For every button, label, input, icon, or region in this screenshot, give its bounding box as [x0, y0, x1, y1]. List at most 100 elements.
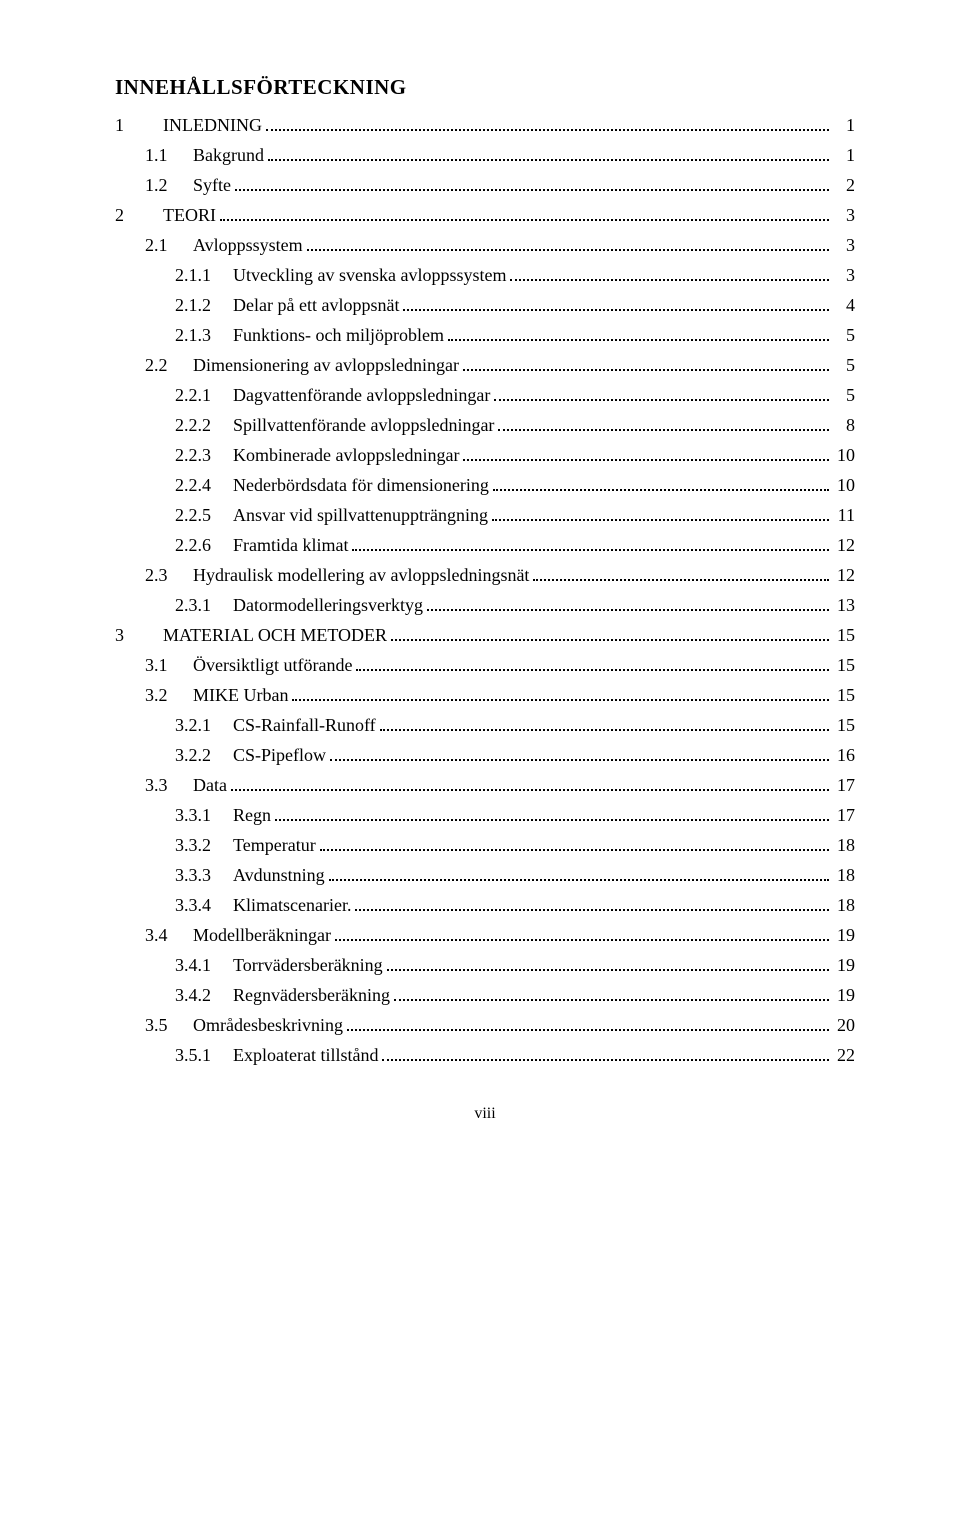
- toc-entry-page: 1: [833, 146, 855, 164]
- toc-entry-page: 3: [833, 266, 855, 284]
- toc-entry: 3.5Områdesbeskrivning20: [115, 1016, 855, 1035]
- toc-entry: 3.4Modellberäkningar19: [115, 926, 855, 945]
- toc-entry: 3.2.2CS-Pipeflow16: [115, 746, 855, 765]
- toc-leader-dots: [494, 388, 829, 402]
- toc-entry-page: 5: [833, 326, 855, 344]
- toc-leader-dots: [352, 538, 829, 552]
- toc-leader-dots: [387, 958, 829, 972]
- toc-entry-number: 3.4.2: [175, 986, 233, 1004]
- toc-entry-label: INLEDNING: [163, 116, 262, 134]
- toc-entry-page: 19: [833, 926, 855, 944]
- toc-entry: 3.2MIKE Urban15: [115, 686, 855, 705]
- toc-leader-dots: [498, 418, 829, 432]
- toc-entry-number: 3.3: [145, 776, 193, 794]
- toc-entry-page: 1: [833, 116, 855, 134]
- toc-entry: 2.2.3Kombinerade avloppsledningar10: [115, 446, 855, 465]
- toc-entry-number: 3.3.1: [175, 806, 233, 824]
- toc-entry-number: 2.1: [145, 236, 193, 254]
- toc-entry-number: 2.2.4: [175, 476, 233, 494]
- toc-entry-page: 2: [833, 176, 855, 194]
- toc-entry-number: 3.3.4: [175, 896, 233, 914]
- toc-entry: 3.3.4Klimatscenarier. 18: [115, 896, 855, 915]
- toc-entry-page: 18: [833, 836, 855, 854]
- toc-leader-dots: [335, 928, 829, 942]
- toc-entry-page: 3: [833, 236, 855, 254]
- toc-entry-page: 4: [833, 296, 855, 314]
- toc-heading: INNEHÅLLSFÖRTECKNING: [115, 75, 855, 100]
- toc-leader-dots: [292, 688, 829, 702]
- toc-leader-dots: [493, 478, 829, 492]
- toc-entry-number: 2.1.1: [175, 266, 233, 284]
- toc-entry-number: 2.2.2: [175, 416, 233, 434]
- toc-entry-number: 2: [115, 206, 163, 224]
- toc-entry-label: Exploaterat tillstånd: [233, 1046, 378, 1064]
- toc-leader-dots: [382, 1048, 829, 1062]
- toc-entry-label: Modellberäkningar: [193, 926, 331, 944]
- toc-leader-dots: [307, 238, 829, 252]
- toc-entry-label: CS-Rainfall-Runoff: [233, 716, 376, 734]
- toc-entry-label: Områdesbeskrivning: [193, 1016, 343, 1034]
- toc-entry-number: 2.1.3: [175, 326, 233, 344]
- toc-entry-label: Spillvattenförande avloppsledningar: [233, 416, 494, 434]
- toc-leader-dots: [330, 748, 829, 762]
- toc-entry-label: Datormodelleringsverktyg: [233, 596, 423, 614]
- toc-entry-label: Syfte: [193, 176, 231, 194]
- toc-entry-page: 19: [833, 986, 855, 1004]
- toc-entry-number: 1.2: [145, 176, 193, 194]
- toc-entry-page: 18: [833, 866, 855, 884]
- toc-leader-dots: [268, 148, 829, 162]
- toc-leader-dots: [356, 658, 829, 672]
- toc-leader-dots: [463, 358, 829, 372]
- toc-entry: 3.3.2Temperatur18: [115, 836, 855, 855]
- toc-entry-number: 1: [115, 116, 163, 134]
- toc-entry: 2.2.4Nederbördsdata för dimensionering10: [115, 476, 855, 495]
- toc-entry: 2.3.1Datormodelleringsverktyg13: [115, 596, 855, 615]
- toc-entry: 2.1Avloppssystem 3: [115, 236, 855, 255]
- toc-entry-page: 11: [833, 506, 855, 524]
- toc-entry-label: Hydraulisk modellering av avloppsledning…: [193, 566, 529, 584]
- toc-entry-number: 3: [115, 626, 163, 644]
- toc-entry: 3.3Data17: [115, 776, 855, 795]
- toc-entry-number: 3.4.1: [175, 956, 233, 974]
- toc-list: 1INLEDNING11.1Bakgrund11.2Syfte22TEORI32…: [115, 116, 855, 1065]
- toc-entry-label: MATERIAL OCH METODER: [163, 626, 387, 644]
- toc-entry-number: 1.1: [145, 146, 193, 164]
- toc-entry-label: Regnvädersberäkning: [233, 986, 390, 1004]
- toc-entry-number: 2.2.3: [175, 446, 233, 464]
- toc-entry: 3.1Översiktligt utförande15: [115, 656, 855, 675]
- toc-entry-page: 19: [833, 956, 855, 974]
- toc-entry: 2.1.1Utveckling av svenska avloppssystem…: [115, 266, 855, 285]
- toc-leader-dots: [266, 118, 829, 132]
- toc-entry: 3.2.1CS-Rainfall-Runoff15: [115, 716, 855, 735]
- page-footer: viii: [115, 1105, 855, 1123]
- toc-entry-page: 12: [833, 566, 855, 584]
- toc-entry-page: 8: [833, 416, 855, 434]
- toc-entry-page: 15: [833, 626, 855, 644]
- toc-entry: 2.2.6Framtida klimat12: [115, 536, 855, 555]
- toc-entry-page: 10: [833, 446, 855, 464]
- toc-entry-page: 15: [833, 686, 855, 704]
- toc-leader-dots: [463, 448, 829, 462]
- toc-entry-label: Avloppssystem: [193, 236, 303, 254]
- toc-entry-label: Utveckling av svenska avloppssystem: [233, 266, 506, 284]
- toc-entry-label: Dagvattenförande avloppsledningar: [233, 386, 490, 404]
- toc-leader-dots: [220, 208, 829, 222]
- toc-leader-dots: [231, 778, 829, 792]
- toc-entry-number: 3.1: [145, 656, 193, 674]
- toc-entry: 3.5.1Exploaterat tillstånd22: [115, 1046, 855, 1065]
- toc-leader-dots: [347, 1018, 829, 1032]
- toc-leader-dots: [235, 178, 829, 192]
- toc-leader-dots: [448, 328, 829, 342]
- toc-entry-page: 18: [833, 896, 855, 914]
- toc-entry-number: 2.3: [145, 566, 193, 584]
- toc-entry-label: Bakgrund: [193, 146, 264, 164]
- toc-entry-number: 2.2.1: [175, 386, 233, 404]
- toc-entry: 3.3.3Avdunstning18: [115, 866, 855, 885]
- toc-entry: 1.1Bakgrund 1: [115, 146, 855, 165]
- toc-entry-page: 15: [833, 656, 855, 674]
- toc-entry-page: 17: [833, 776, 855, 794]
- toc-entry: 1.2Syfte 2: [115, 176, 855, 195]
- toc-entry-label: Klimatscenarier.: [233, 896, 351, 914]
- toc-entry: 2.2.5Ansvar vid spillvattenuppträngning1…: [115, 506, 855, 525]
- toc-entry-number: 2.2.6: [175, 536, 233, 554]
